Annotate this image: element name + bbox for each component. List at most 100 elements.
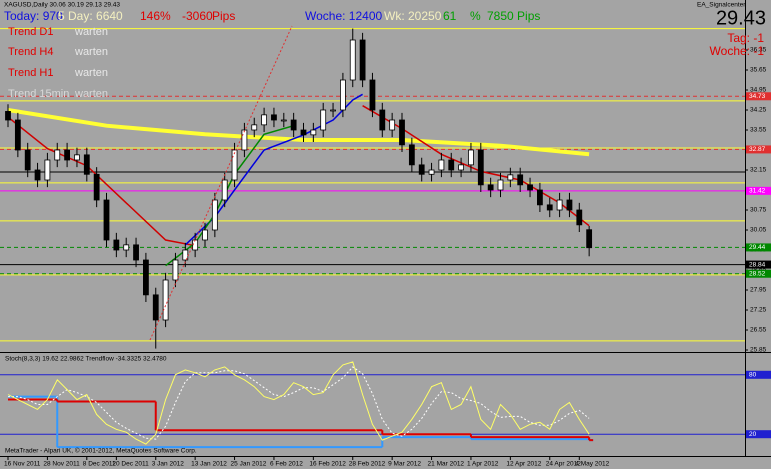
- price-panel: [0, 28, 745, 349]
- price-tag-label: 34.73: [749, 93, 766, 100]
- x-tick-label: 8 Dec 2011: [83, 461, 116, 468]
- y-tick-label: 20: [749, 431, 757, 438]
- y-tick-label: 34.25: [750, 107, 767, 114]
- trend-status: warten: [74, 46, 108, 58]
- y-tick-label: 33.55: [750, 127, 767, 134]
- tag-signal: Tag: -1: [727, 31, 764, 45]
- pips-unit: Pips: [212, 9, 235, 23]
- trend-label: Trend 15min: [8, 88, 69, 100]
- trend-status: warten: [74, 67, 108, 79]
- candle-body: [24, 149, 31, 171]
- x-tick-label: 3 Jan 2012: [152, 461, 185, 468]
- candle-body: [241, 129, 248, 151]
- candle-body: [133, 244, 139, 261]
- x-tick-label: 16 Nov 2011: [4, 461, 41, 468]
- candle-body: [162, 279, 169, 321]
- percent-sign: %: [470, 9, 481, 23]
- candle-body: [172, 259, 179, 281]
- candle-body: [251, 124, 258, 131]
- indicator-line: [7, 361, 590, 445]
- price-tag: [746, 145, 771, 154]
- x-tick-label: 21 Mar 2012: [428, 461, 465, 468]
- candle-body: [556, 199, 563, 211]
- y-tick-label: 35.65: [750, 67, 767, 74]
- candle-body: [103, 199, 110, 241]
- x-tick-label: 16 Feb 2012: [309, 461, 346, 468]
- candle-body: [64, 149, 70, 161]
- candle-body: [458, 164, 465, 171]
- candle-body: [261, 114, 268, 126]
- indicator-line: [184, 93, 363, 246]
- candle-body: [408, 144, 415, 166]
- indicator-line: [8, 366, 590, 440]
- candle-body: [507, 174, 514, 181]
- pips-value: -3060: [182, 9, 213, 23]
- candle-body: [428, 169, 435, 175]
- y-tick-label: 27.95: [750, 287, 767, 294]
- trend-label: Trend H1: [8, 67, 53, 79]
- ea-name: EA_Signalcenter: [697, 2, 746, 9]
- candle-body: [517, 174, 524, 186]
- five-day: 5 Day: 6640: [58, 9, 123, 23]
- candle-body: [83, 154, 90, 175]
- candle-body: [142, 259, 149, 296]
- price-tag-label: 31.42: [749, 188, 766, 195]
- x-tick-label: 6 Feb 2012: [270, 461, 303, 468]
- candle-body: [418, 164, 425, 175]
- level-tag: [746, 370, 771, 379]
- stoch-panel: [0, 361, 745, 449]
- y-tick-label: 27.25: [750, 307, 767, 314]
- candle-body: [339, 79, 346, 111]
- candle-body: [487, 184, 494, 191]
- trend-line: [149, 25, 293, 341]
- x-tick-label: 9 Mar 2012: [388, 461, 421, 468]
- candle-body: [300, 129, 307, 136]
- price-tag-label: 28.84: [749, 261, 766, 268]
- y-tick-label: 80: [749, 372, 757, 379]
- candle-body: [182, 249, 189, 261]
- price-tag: [746, 186, 771, 195]
- candle-body: [74, 154, 80, 161]
- candle-body: [527, 184, 533, 191]
- candle-body: [152, 294, 159, 321]
- candle-body: [44, 159, 51, 181]
- candle-body: [566, 199, 573, 211]
- x-tick-label: 13 Jan 2012: [191, 461, 227, 468]
- woche: Woche: 12400: [305, 9, 382, 23]
- price-tag-label: 32.87: [749, 146, 766, 153]
- y-tick-label: 36.35: [750, 47, 767, 54]
- candle-body: [271, 114, 277, 121]
- candle-body: [477, 149, 484, 186]
- wk: Wk: 20250: [384, 9, 442, 23]
- x-tick-label: 28 Nov 2011: [43, 461, 80, 468]
- y-tick-label: 26.55: [750, 327, 767, 334]
- candle-body: [359, 39, 366, 81]
- price-tag-label: 29.44: [749, 244, 766, 251]
- candle-body: [448, 159, 455, 171]
- today: Today: 970: [4, 9, 63, 23]
- candle-body: [497, 179, 504, 191]
- trend-label: Trend H4: [8, 46, 53, 58]
- y-tick-label: 30.05: [750, 227, 767, 234]
- candle-body: [399, 119, 405, 146]
- candle-body: [231, 149, 238, 181]
- y-tick-label: 30.75: [750, 207, 767, 214]
- trend-status: warten: [74, 88, 108, 100]
- price-tag: [746, 92, 771, 101]
- candle-body: [34, 169, 41, 181]
- trend-label: Trend D1: [8, 26, 53, 38]
- candle-body: [389, 119, 396, 131]
- candle-body: [546, 204, 553, 211]
- price-tag-label: 28.52: [749, 270, 766, 277]
- candle-body: [211, 199, 218, 231]
- x-tick-label: 25 Jan 2012: [231, 461, 267, 468]
- candle-body: [468, 149, 474, 166]
- price-tag: [746, 269, 771, 278]
- week-signal: Woche: -1: [710, 44, 765, 58]
- indicator-legend: Stoch(8,3,3) 19.62 22.9862 Trendflow -34…: [5, 356, 167, 363]
- candle-body: [14, 119, 21, 151]
- wk-percent: 61: [443, 9, 457, 23]
- x-tick-label: 20 Dec 2011: [112, 461, 149, 468]
